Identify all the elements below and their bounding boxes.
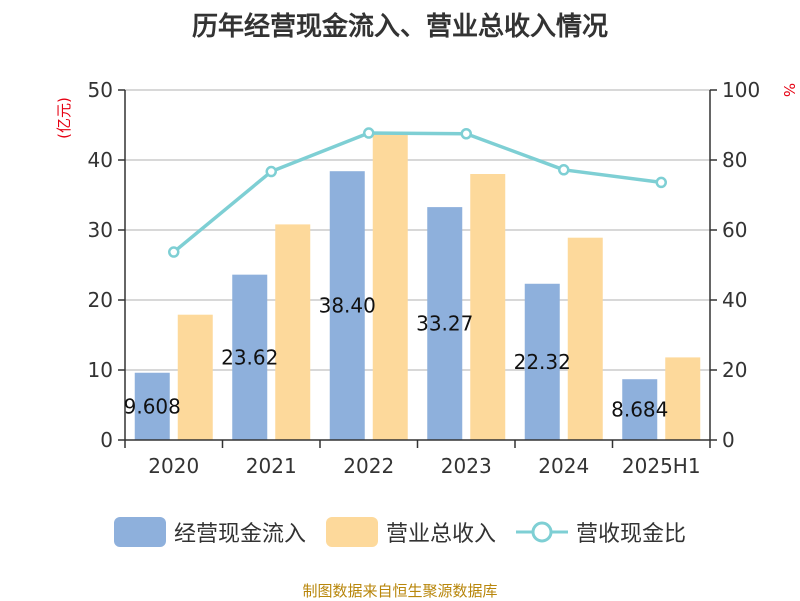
data-label-cash-inflow: 9.608 — [124, 394, 181, 418]
ratio-point — [460, 128, 472, 140]
y-right-tick-label: 80 — [722, 148, 747, 172]
legend-label-ratio: 营收现金比 — [576, 522, 687, 547]
ratio-line — [172, 131, 662, 254]
y-left-tick-label: 0 — [100, 428, 113, 452]
bar-revenue — [177, 314, 213, 440]
y-right-tick-label: 0 — [722, 428, 735, 452]
bar-revenue — [665, 357, 701, 440]
x-tick-label: 2021 — [246, 454, 297, 478]
y-left-tick-label: 20 — [88, 288, 113, 312]
bar-revenue — [567, 237, 603, 440]
x-tick-label: 2022 — [343, 454, 394, 478]
bar-cash-inflow — [232, 274, 268, 440]
y-right-tick-label: 100 — [722, 78, 760, 102]
ratio-line-layer — [168, 127, 667, 258]
bar-revenue — [470, 174, 506, 440]
legend-label-cash-inflow: 经营现金流入 — [173, 522, 306, 547]
y-right-tick-label: 20 — [722, 358, 747, 382]
y-right-tick-label: 40 — [722, 288, 747, 312]
data-label-cash-inflow: 38.40 — [319, 294, 376, 318]
legend-label-revenue: 营业总收入 — [385, 522, 496, 547]
legend: 经营现金流入 营业总收入 营收现金比 — [0, 516, 800, 548]
bar-cash-inflow — [524, 283, 560, 440]
source-note: 制图数据来自恒生聚源数据库 — [302, 582, 498, 600]
legend-swatch-cash-inflow — [113, 517, 166, 547]
axes: 0 10 20 30 40 50 0 20 40 60 80 100 2020 2021 2022 2023 2… — [88, 78, 761, 478]
y-right-unit: % — [780, 83, 798, 97]
x-tick-label: 2025H1 — [622, 454, 701, 478]
data-label-cash-inflow: 33.27 — [416, 312, 473, 336]
ratio-point — [363, 127, 375, 139]
data-label-cash-inflow: 22.32 — [514, 350, 571, 374]
legend-item-cash-inflow[interactable]: 经营现金流入 — [113, 516, 306, 548]
ratio-point — [558, 164, 570, 176]
legend-swatch-ratio — [516, 521, 568, 543]
y-right-tick-label: 60 — [722, 218, 747, 242]
chart-title: 历年经营现金流入、营业总收入情况 — [191, 12, 608, 42]
x-tick-label: 2020 — [148, 454, 199, 478]
y-left-tick-label: 50 — [88, 78, 113, 102]
legend-swatch-revenue — [325, 517, 378, 547]
bars — [134, 133, 701, 440]
bar-cash-inflow — [427, 207, 463, 440]
data-label-cash-inflow: 23.62 — [221, 345, 278, 369]
x-tick-label: 2023 — [441, 454, 492, 478]
data-labels: 9.608 23.62 38.40 33.27 22.32 8.684 — [124, 294, 669, 422]
ratio-point — [168, 246, 180, 258]
ratio-point — [265, 165, 277, 178]
legend-item-ratio[interactable]: 营收现金比 — [516, 516, 686, 548]
ratio-point — [655, 176, 667, 189]
bar-revenue — [275, 224, 311, 440]
y-left-unit: (亿元) — [55, 97, 73, 139]
bar-revenue — [372, 133, 408, 440]
legend-item-revenue[interactable]: 营业总收入 — [325, 516, 496, 548]
bar-cash-inflow — [329, 171, 365, 440]
bar-cash-inflow — [134, 372, 170, 440]
y-left-tick-label: 10 — [88, 358, 113, 382]
x-tick-label: 2024 — [538, 454, 589, 478]
bar-cash-inflow — [622, 379, 658, 440]
y-left-tick-label: 30 — [88, 218, 113, 242]
data-label-cash-inflow: 8.684 — [611, 398, 668, 422]
gridlines — [125, 89, 710, 371]
y-left-tick-label: 40 — [88, 148, 113, 172]
